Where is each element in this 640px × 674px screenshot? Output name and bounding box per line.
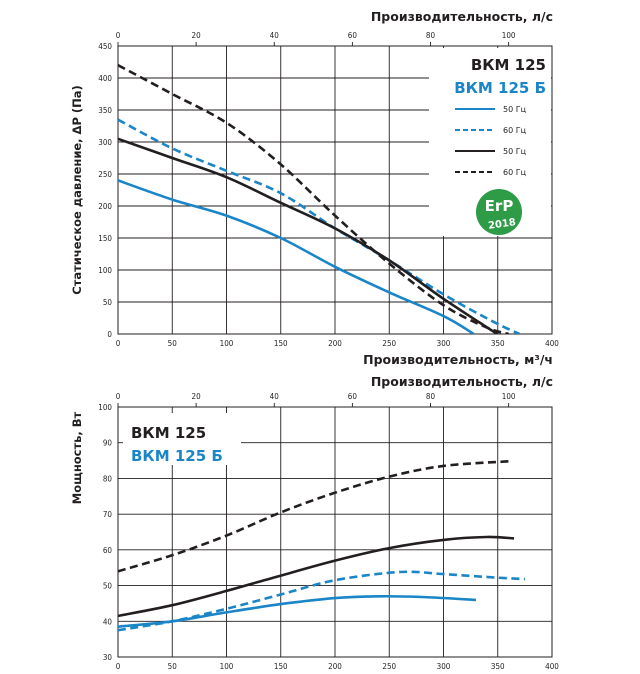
top-x2-tick-label: 60 [348,31,358,40]
top-x2-tick-label: 80 [426,31,436,40]
top-x-tick-label: 50 [168,339,178,348]
bottom-y-axis-title: Мощность, Вт [70,411,84,504]
top-x-tick-label: 100 [220,339,234,348]
top-x2-tick-labels: 0 20 40 60 80 100 [116,31,516,46]
erp-2018-badge: ErP 2018 [476,189,522,235]
pressure-chart: Производительность, л/с 0 20 40 60 80 100 0 50… [70,9,559,367]
top-y-tick-label: 400 [98,74,112,83]
top-y-tick-label: 150 [98,234,112,243]
bottom-x-tick-label: 50 [168,662,178,671]
top-y-tick-label: 250 [98,170,112,179]
bottom-y-tick-labels: 30 40 50 60 70 80 90 100 [98,403,112,662]
bottom-y-tick-label: 100 [98,403,112,412]
top-series [118,64,521,334]
bottom-series-black-solid [118,535,515,618]
bottom-y-tick-label: 30 [103,653,113,662]
bottom-y-tick-label: 60 [103,546,113,555]
legend-label: 50 Гц [503,105,527,114]
top-y-tick-label: 50 [103,298,113,307]
bottom-x2-tick-label: 20 [192,392,202,401]
top-x-axis-title: Производительность, м³/ч [363,352,553,367]
erp-badge-line2: 2018 [488,217,517,232]
top-x-tick-label: 150 [274,339,288,348]
top-x-tick-label: 200 [328,339,342,348]
bottom-x-tick-label: 400 [545,662,559,671]
legend-label: 60 Гц [503,126,527,135]
top-series-blue-solid [118,179,475,334]
bottom-x2-tick-label: 60 [348,392,358,401]
top-y-tick-labels: 0 50 100 150 200 250 300 350 400 450 [98,42,112,339]
top-y-tick-label: 300 [98,138,112,147]
top-x2-tick-label: 20 [192,31,202,40]
top-y-tick-label: 450 [98,42,112,51]
bottom-x-tick-label: 150 [274,662,288,671]
bottom-x-tick-label: 200 [328,662,342,671]
bottom-y-tick-label: 90 [103,439,113,448]
bottom-series-blue-solid [118,594,477,628]
legend-label: 60 Гц [503,168,527,177]
top-x-tick-label: 250 [382,339,396,348]
bottom-y-tick-label: 70 [103,510,113,519]
power-chart: Производительность, л/с 0 20 40 60 80 100 0 50… [70,374,559,671]
bottom-series-black-dashed [118,460,509,573]
top-x2-tick-label: 100 [502,31,516,40]
bottom-x2-tick-labels: 0 20 40 60 80 100 [116,392,516,407]
top-y-tick-label: 0 [107,330,112,339]
top-x-tick-label: 300 [437,339,451,348]
bottom-x2-tick-label: 100 [502,392,516,401]
bottom-x2-tick-label: 80 [426,392,436,401]
bottom-x2-axis-title: Производительность, л/с [371,374,553,389]
bottom-series [118,460,525,632]
top-series-black-dashed [118,64,509,334]
bottom-model-blue: ВКМ 125 Б [131,447,223,465]
bottom-model-black: ВКМ 125 [131,424,206,442]
bottom-y-tick-label: 40 [103,617,113,626]
bottom-x-tick-label: 250 [382,662,396,671]
bottom-x-tick-label: 0 [116,662,121,671]
top-x-tick-label: 0 [116,339,121,348]
erp-badge-line1: ErP [485,197,514,215]
bottom-model-panel [123,413,241,465]
bottom-x-tick-label: 100 [220,662,234,671]
top-x2-axis-title: Производительность, л/с [371,9,553,24]
top-y-axis-title: Статическое давление, ΔР (Па) [70,85,84,295]
bottom-x2-tick-label: 0 [116,392,121,401]
top-x-tick-label: 350 [491,339,505,348]
legend-model-black: ВКМ 125 [471,56,546,74]
top-y-tick-label: 100 [98,266,112,275]
bottom-y-tick-label: 50 [103,582,113,591]
top-x2-tick-label: 40 [270,31,280,40]
legend-label: 50 Гц [503,147,527,156]
bottom-x2-tick-label: 40 [270,392,280,401]
bottom-x-tick-label: 300 [437,662,451,671]
top-x-tick-labels: 0 50 100 150 200 250 300 350 400 [116,339,560,348]
bottom-y-tick-label: 80 [103,474,113,483]
top-x-tick-label: 400 [545,339,559,348]
top-y-tick-label: 200 [98,202,112,211]
top-x2-tick-label: 0 [116,31,121,40]
legend: 50 Гц 60 Гц 50 Гц 60 Гц [455,105,527,177]
top-y-tick-label: 350 [98,106,112,115]
top-series-black-solid [118,137,500,334]
bottom-x-tick-label: 350 [491,662,505,671]
bottom-x-tick-labels: 0 50 100 150 200 250 300 350 400 [116,662,560,671]
legend-model-blue: ВКМ 125 Б [454,79,546,97]
